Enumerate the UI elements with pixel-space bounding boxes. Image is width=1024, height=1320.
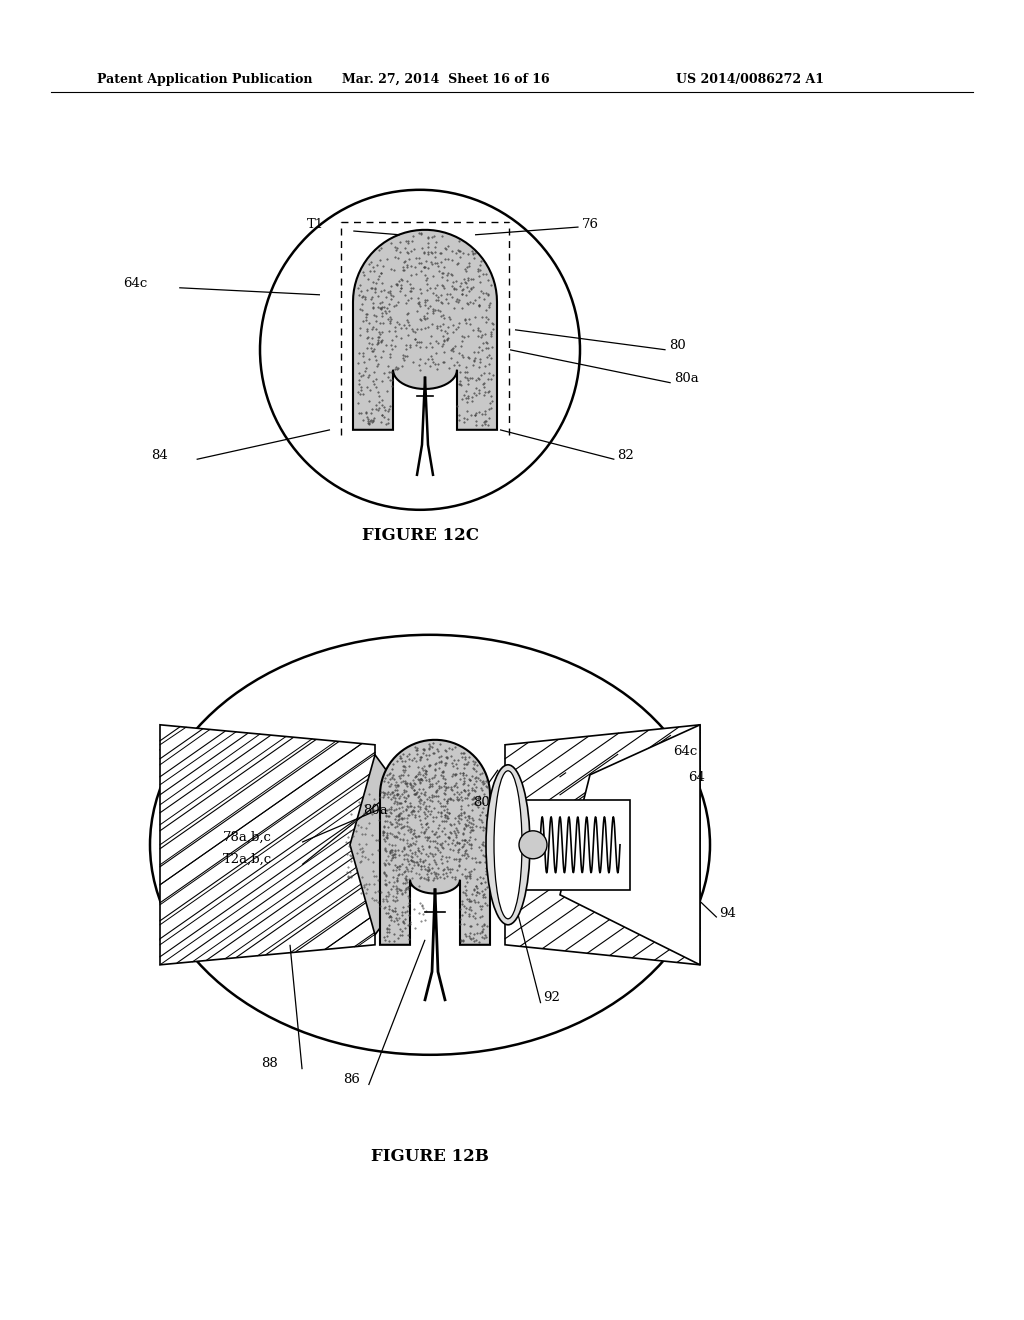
Polygon shape bbox=[560, 725, 700, 965]
Text: 80a: 80a bbox=[364, 804, 388, 817]
Polygon shape bbox=[353, 230, 497, 430]
Polygon shape bbox=[160, 725, 375, 965]
Text: FIGURE 12C: FIGURE 12C bbox=[361, 528, 478, 544]
Text: 80: 80 bbox=[669, 339, 685, 352]
Text: FIGURE 12B: FIGURE 12B bbox=[371, 1148, 488, 1164]
Text: 94: 94 bbox=[719, 907, 735, 920]
Text: 92: 92 bbox=[543, 991, 559, 1005]
Text: 86: 86 bbox=[343, 1073, 359, 1086]
Text: 64c: 64c bbox=[673, 744, 697, 758]
Text: 80: 80 bbox=[473, 796, 489, 809]
Text: 88: 88 bbox=[261, 1057, 278, 1071]
Text: Patent Application Publication: Patent Application Publication bbox=[97, 73, 312, 86]
Text: 78a,b,c: 78a,b,c bbox=[223, 830, 272, 843]
Text: Mar. 27, 2014  Sheet 16 of 16: Mar. 27, 2014 Sheet 16 of 16 bbox=[342, 73, 549, 86]
Text: T1: T1 bbox=[307, 218, 325, 231]
Text: 84: 84 bbox=[152, 449, 168, 462]
Text: US 2014/0086272 A1: US 2014/0086272 A1 bbox=[676, 73, 824, 86]
Text: 64c: 64c bbox=[123, 277, 147, 290]
Circle shape bbox=[519, 830, 547, 859]
Text: 82: 82 bbox=[617, 449, 634, 462]
Text: 64: 64 bbox=[688, 771, 705, 784]
Ellipse shape bbox=[486, 764, 530, 925]
Text: T2a,b,c: T2a,b,c bbox=[223, 853, 272, 866]
Text: 80a: 80a bbox=[674, 372, 698, 385]
Polygon shape bbox=[380, 739, 490, 945]
Ellipse shape bbox=[494, 771, 522, 919]
Polygon shape bbox=[505, 725, 700, 965]
Polygon shape bbox=[350, 755, 430, 935]
Text: 76: 76 bbox=[582, 218, 599, 231]
Polygon shape bbox=[525, 800, 630, 890]
